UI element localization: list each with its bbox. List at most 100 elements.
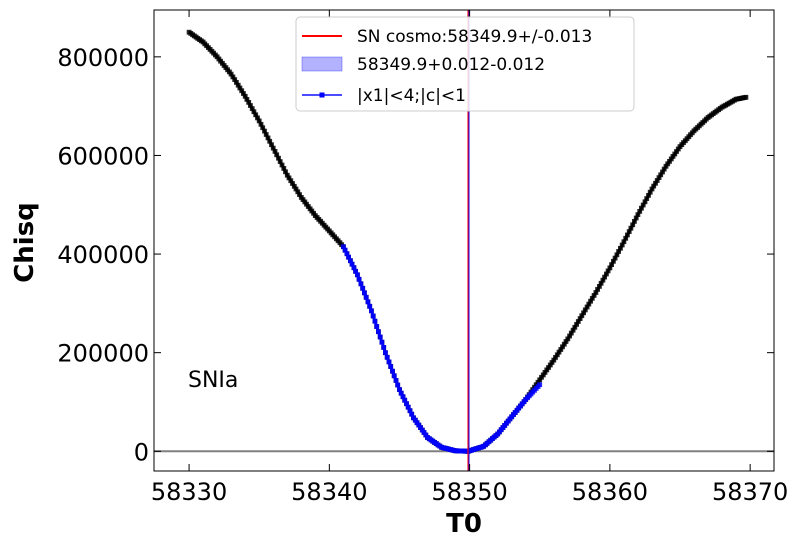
data-point [660, 169, 665, 175]
data-point [605, 268, 611, 274]
data-point [291, 183, 297, 189]
data-point [237, 85, 243, 91]
data-point [618, 245, 623, 251]
data-point [537, 382, 543, 388]
data-point [276, 155, 281, 161]
data-point [646, 193, 651, 198]
data-point [612, 255, 618, 261]
data-point [575, 319, 581, 324]
data-point [404, 401, 409, 407]
data-point [397, 387, 402, 392]
data-point [639, 205, 644, 211]
data-point [668, 156, 674, 162]
data-point [388, 364, 394, 369]
data-point [574, 322, 579, 327]
data-point [295, 189, 301, 195]
y-tick-label: 0 [134, 438, 149, 466]
data-point [341, 244, 346, 250]
data-point [398, 390, 404, 396]
data-point [567, 333, 572, 339]
data-point [561, 341, 567, 347]
data-point [363, 294, 369, 300]
x-tick-label: 58350 [431, 478, 507, 506]
data-point [355, 272, 360, 278]
data-point [743, 94, 749, 100]
data-point [346, 254, 351, 260]
data-point [593, 290, 599, 295]
data-point [619, 242, 625, 248]
y-tick-label: 200000 [57, 340, 149, 368]
data-point [372, 318, 378, 324]
data-point [348, 258, 353, 264]
data-point [367, 303, 373, 309]
data-point [230, 74, 236, 80]
data-point [377, 334, 383, 340]
data-point [395, 382, 401, 388]
axes: 58330 58340 58350 58360 58370 0 200000 400000 60… [57, 9, 788, 506]
data-point [251, 109, 257, 115]
data-point [558, 347, 564, 352]
data-point [579, 313, 585, 319]
legend-swatch-patch [301, 56, 343, 72]
data-point [412, 417, 418, 423]
data-point [630, 222, 636, 228]
data-point [551, 357, 557, 363]
data-point [632, 219, 637, 224]
data-point [658, 172, 664, 178]
data-point [279, 162, 285, 168]
data-point [644, 196, 650, 201]
data-point [556, 349, 562, 355]
data-point [235, 82, 241, 88]
data-point [598, 280, 604, 286]
x-tick-label: 58370 [712, 478, 788, 506]
data-point [351, 265, 357, 271]
data-point [577, 316, 583, 321]
data-point [272, 149, 278, 154]
data-point [269, 142, 274, 148]
legend-box [295, 16, 635, 112]
data-point [391, 373, 397, 379]
data-point [239, 88, 245, 94]
data-point [654, 178, 660, 183]
data-point [597, 284, 602, 289]
data-point [614, 252, 620, 258]
data-point [584, 304, 590, 310]
data-point [365, 299, 371, 305]
data-point [589, 295, 595, 301]
data-point [393, 378, 399, 383]
data-point [672, 151, 678, 157]
data-point [384, 354, 390, 360]
data-point [663, 163, 669, 169]
data-point [407, 408, 413, 414]
data-point [362, 290, 367, 296]
data-point [284, 172, 290, 178]
data-point [265, 135, 271, 141]
data-point [258, 121, 264, 127]
plot-area [154, 10, 774, 471]
data-point [246, 100, 252, 105]
data-point [418, 425, 423, 430]
legend-entry-label: |x1|<4;|c|<1 [357, 86, 466, 106]
data-point [402, 397, 408, 403]
data-point [607, 265, 613, 271]
data-point [581, 310, 586, 316]
data-point [405, 404, 411, 410]
data-point [416, 422, 422, 428]
y-tick-label: 800000 [57, 44, 149, 72]
data-point [611, 258, 616, 264]
data-point [356, 276, 362, 282]
data-point [537, 377, 543, 383]
data-point [290, 181, 295, 186]
data-point [586, 301, 592, 307]
data-point [386, 359, 392, 365]
data-point [623, 235, 629, 241]
series-cut-points [341, 244, 543, 454]
data-point [270, 145, 276, 151]
data-point [277, 159, 283, 164]
data-point [546, 365, 551, 370]
data-point [256, 118, 262, 124]
data-point [370, 313, 376, 319]
data-point [656, 175, 662, 180]
data-point [381, 345, 387, 350]
